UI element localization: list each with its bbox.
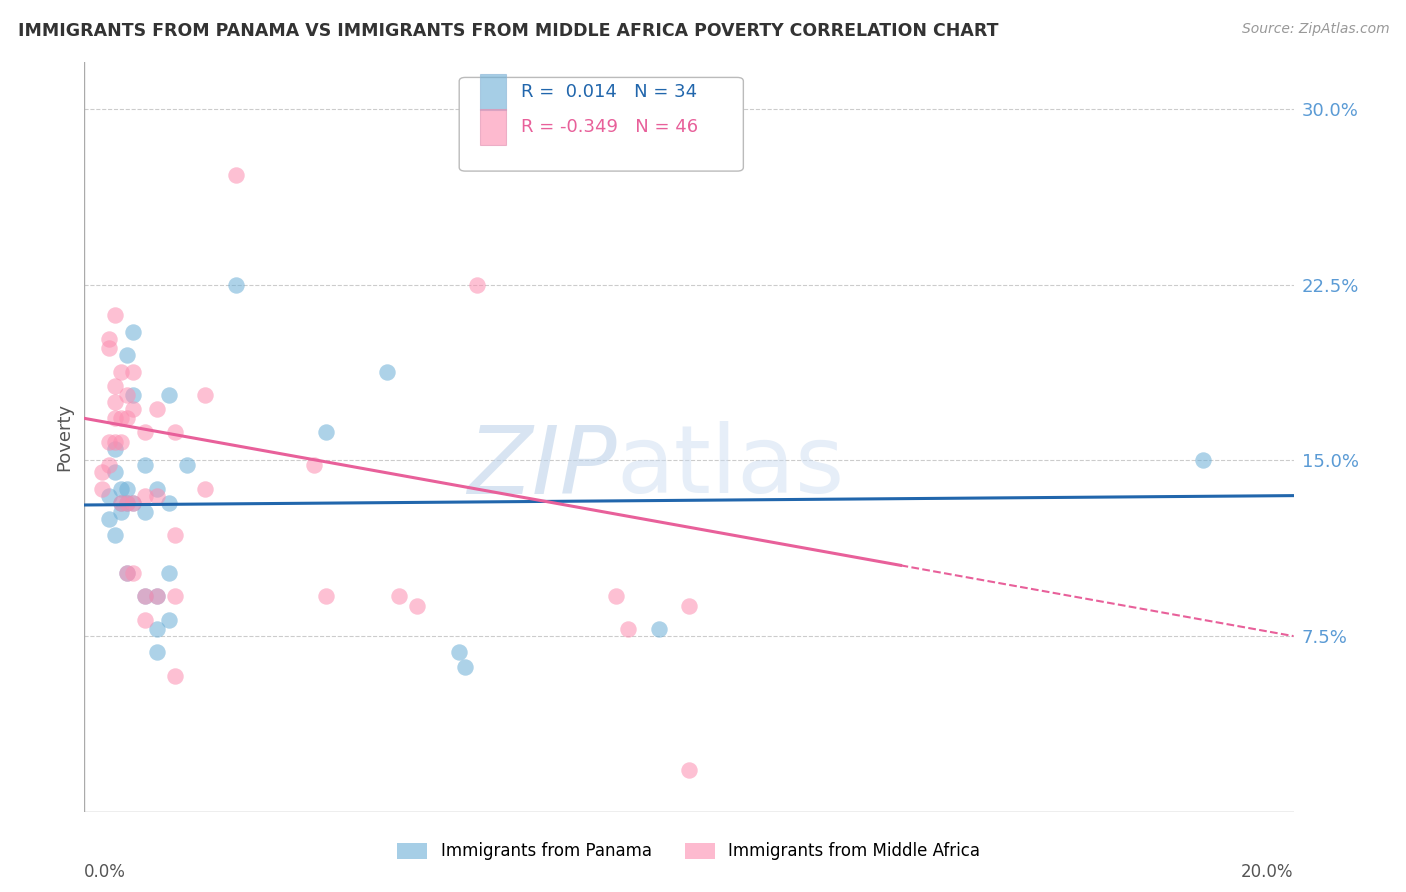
Text: atlas: atlas — [616, 421, 845, 513]
Text: 0.0%: 0.0% — [84, 863, 127, 881]
Point — [176, 458, 198, 473]
Point — [115, 495, 138, 509]
Point — [97, 512, 120, 526]
Point — [648, 622, 671, 636]
Point — [91, 465, 114, 479]
Text: R = -0.349   N = 46: R = -0.349 N = 46 — [520, 118, 697, 136]
Point — [194, 388, 217, 402]
Point — [110, 434, 132, 449]
Y-axis label: Poverty: Poverty — [55, 403, 73, 471]
Point — [449, 646, 471, 660]
Point — [165, 590, 187, 604]
Point — [146, 590, 169, 604]
Point — [104, 434, 127, 449]
Point — [104, 411, 127, 425]
Legend: Immigrants from Panama, Immigrants from Middle Africa: Immigrants from Panama, Immigrants from … — [391, 836, 987, 867]
Text: R =  0.014   N = 34: R = 0.014 N = 34 — [520, 83, 697, 101]
Point — [617, 622, 640, 636]
Point — [146, 646, 169, 660]
Point — [115, 495, 138, 509]
Point — [121, 495, 143, 509]
FancyBboxPatch shape — [479, 109, 506, 145]
Point — [121, 388, 143, 402]
Point — [104, 378, 127, 392]
Point — [104, 442, 127, 456]
Point — [302, 458, 325, 473]
Point — [121, 495, 143, 509]
Point — [110, 411, 132, 425]
Point — [110, 495, 132, 509]
Point — [115, 388, 138, 402]
Point — [678, 599, 700, 613]
Point — [121, 325, 143, 339]
Text: 20.0%: 20.0% — [1241, 863, 1294, 881]
Point — [454, 659, 477, 673]
Point — [146, 489, 169, 503]
Point — [605, 590, 627, 604]
Point — [165, 425, 187, 440]
Point — [157, 495, 180, 509]
Point — [1192, 453, 1215, 467]
Point — [134, 590, 156, 604]
Point — [157, 566, 180, 580]
Point — [104, 395, 127, 409]
Point — [315, 425, 337, 440]
Point — [157, 388, 180, 402]
Point — [165, 669, 187, 683]
Point — [91, 482, 114, 496]
Point — [97, 341, 120, 355]
Text: IMMIGRANTS FROM PANAMA VS IMMIGRANTS FROM MIDDLE AFRICA POVERTY CORRELATION CHAR: IMMIGRANTS FROM PANAMA VS IMMIGRANTS FRO… — [18, 22, 998, 40]
Point — [315, 590, 337, 604]
FancyBboxPatch shape — [460, 78, 744, 171]
Point — [121, 364, 143, 378]
Point — [110, 505, 132, 519]
Point — [146, 590, 169, 604]
Point — [97, 332, 120, 346]
Point — [97, 458, 120, 473]
Point — [165, 528, 187, 542]
Point — [115, 482, 138, 496]
Point — [388, 590, 411, 604]
Point — [134, 489, 156, 503]
Point — [110, 364, 132, 378]
Point — [121, 401, 143, 416]
Point — [104, 528, 127, 542]
Point — [194, 482, 217, 496]
Point — [115, 411, 138, 425]
Point — [97, 434, 120, 449]
Point — [97, 489, 120, 503]
Point — [134, 613, 156, 627]
Point — [134, 590, 156, 604]
Point — [467, 277, 489, 292]
Point — [225, 168, 247, 182]
Point — [146, 482, 169, 496]
Point — [110, 495, 132, 509]
FancyBboxPatch shape — [479, 74, 506, 110]
Point — [157, 613, 180, 627]
Point — [146, 622, 169, 636]
Point — [678, 763, 700, 777]
Point — [104, 465, 127, 479]
Point — [110, 482, 132, 496]
Point — [121, 566, 143, 580]
Point — [375, 364, 398, 378]
Point — [134, 425, 156, 440]
Point — [104, 308, 127, 322]
Point — [115, 348, 138, 362]
Point — [146, 401, 169, 416]
Point — [225, 277, 247, 292]
Text: Source: ZipAtlas.com: Source: ZipAtlas.com — [1241, 22, 1389, 37]
Text: ZIP: ZIP — [467, 422, 616, 513]
Point — [134, 505, 156, 519]
Point — [406, 599, 429, 613]
Point — [115, 566, 138, 580]
Point — [134, 458, 156, 473]
Point — [115, 566, 138, 580]
